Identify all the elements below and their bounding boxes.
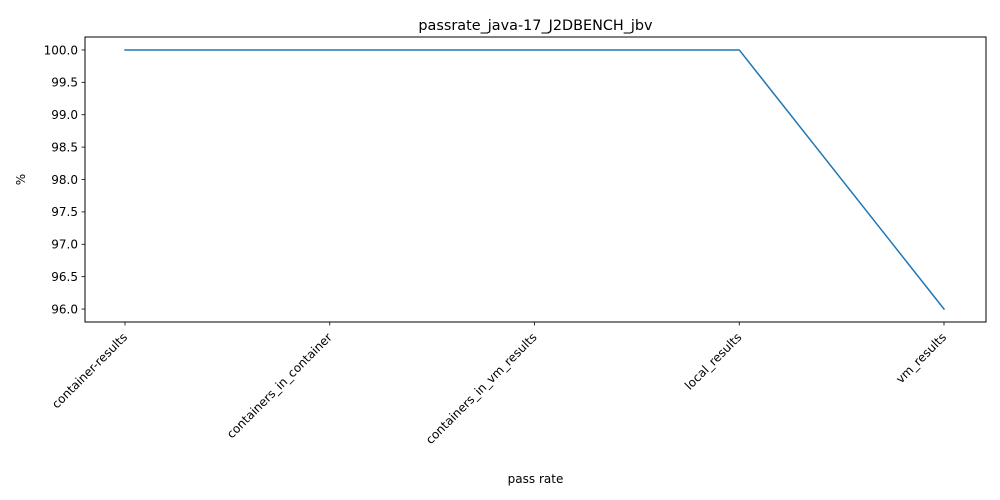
x-axis-title: pass rate [508, 472, 564, 486]
x-tick-label: container-results [49, 330, 130, 411]
y-tick-label: 97.0 [51, 238, 78, 252]
y-tick-label: 98.0 [51, 173, 78, 187]
y-tick-label: 99.5 [51, 76, 78, 90]
x-tick-label: containers_in_vm_results [423, 330, 540, 447]
y-tick-label: 96.0 [51, 302, 78, 316]
y-tick-label: 97.5 [51, 205, 78, 219]
y-tick-label: 96.5 [51, 270, 78, 284]
series-layer [124, 49, 946, 311]
y-tick-label: 98.5 [51, 140, 78, 154]
y-tick-label: 100.0 [44, 43, 78, 57]
x-tick-label: containers_in_container [224, 330, 335, 441]
chart-title: passrate_java-17_J2DBENCH_jbv [418, 18, 653, 34]
x-tick-label: local_results [682, 330, 744, 392]
y-axis: 96.0 96.5 97.0 97.5 98.0 98.5 99.0 99.5 100.0 [44, 43, 85, 316]
series-line-0 [124, 49, 946, 311]
plot-frame [84, 36, 987, 323]
y-axis-title: % [14, 174, 28, 185]
y-tick-label: 99.0 [51, 108, 78, 122]
x-tick-label: vm_results [893, 330, 949, 386]
x-axis: container-results containers_in_container… [49, 322, 949, 447]
